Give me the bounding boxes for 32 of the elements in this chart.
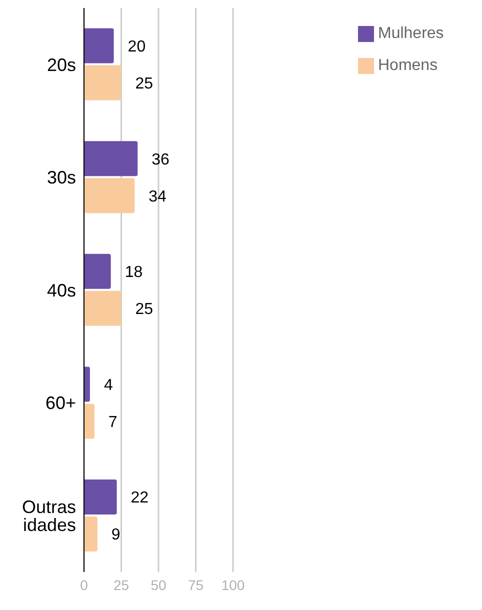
y-tick-label: 60+ [45, 393, 76, 414]
data-label: 25 [135, 75, 154, 92]
x-tick-label: 100 [221, 576, 245, 593]
legend-label: Homens [378, 57, 438, 74]
data-label: 7 [108, 414, 118, 431]
y-tick-label: 40s [46, 280, 76, 300]
data-label: 18 [124, 264, 143, 282]
data-label: 20 [128, 38, 146, 56]
x-tick-label: 75 [188, 576, 204, 593]
bar [84, 480, 117, 515]
data-label: 36 [152, 151, 170, 168]
bar [84, 290, 122, 326]
data-label: 34 [148, 188, 167, 206]
bar [84, 178, 135, 214]
x-tick-label: 25 [113, 576, 130, 593]
data-label: 9 [111, 526, 120, 544]
x-tick-label: 0 [80, 576, 88, 593]
legend-label: Mulheres [378, 25, 444, 42]
bar [84, 254, 111, 289]
bar [84, 28, 114, 64]
x-tick-label: 50 [150, 576, 166, 593]
data-label: 4 [104, 376, 113, 394]
bar [84, 65, 122, 100]
y-tick-label: Outras idades [22, 496, 76, 535]
data-label: 25 [135, 301, 154, 318]
data-label: 22 [130, 490, 149, 507]
y-tick-label: 30s [46, 168, 76, 188]
y-tick-label: 20s [46, 54, 76, 75]
bar [84, 141, 138, 176]
bar [84, 366, 90, 402]
bar [84, 404, 94, 439]
bar [84, 516, 98, 552]
